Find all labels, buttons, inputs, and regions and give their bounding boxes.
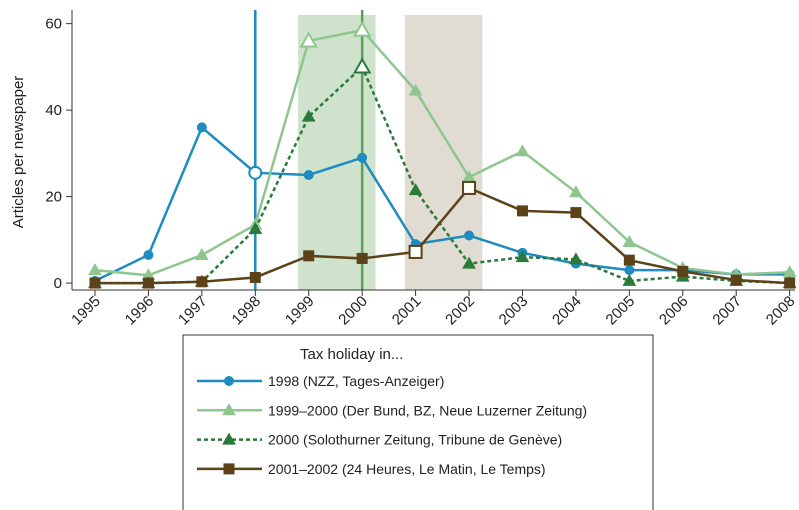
legend-label: 2000 (Solothurner Zeitung, Tribune de Ge… bbox=[268, 432, 562, 448]
legend-swatch-marker bbox=[223, 463, 235, 475]
x-tick-label: 1999 bbox=[282, 293, 318, 329]
data-point bbox=[462, 180, 477, 195]
data-point bbox=[730, 274, 742, 286]
data-point bbox=[622, 234, 637, 248]
x-tick-label: 2000 bbox=[335, 293, 371, 329]
data-point bbox=[248, 165, 263, 180]
y-tick-label: 20 bbox=[45, 189, 62, 206]
y-tick-label: 40 bbox=[45, 102, 62, 119]
x-tick-label: 2007 bbox=[709, 293, 745, 329]
data-point bbox=[677, 265, 689, 277]
data-point bbox=[622, 273, 637, 286]
series-line bbox=[94, 64, 790, 285]
data-point bbox=[623, 254, 635, 266]
data-point bbox=[299, 31, 318, 48]
x-tick-label: 1996 bbox=[122, 293, 158, 329]
data-point bbox=[570, 207, 582, 219]
legend-swatch-marker bbox=[224, 376, 234, 386]
data-point bbox=[515, 250, 530, 263]
data-point bbox=[408, 183, 423, 196]
legend-label: 1998 (NZZ, Tages-Anzeiger) bbox=[268, 373, 444, 389]
x-tick-label: 1995 bbox=[68, 293, 104, 329]
x-tick-label: 2005 bbox=[603, 293, 639, 329]
y-axis-label: Articles per newspaper bbox=[10, 76, 27, 229]
data-point bbox=[143, 249, 154, 260]
data-point bbox=[357, 152, 368, 163]
y-tick-label: 0 bbox=[54, 275, 62, 292]
x-tick-label: 2004 bbox=[549, 293, 585, 329]
data-point bbox=[515, 144, 530, 157]
data-point bbox=[88, 263, 102, 276]
data-point bbox=[352, 20, 372, 37]
data-point bbox=[142, 277, 154, 289]
x-tick-label: 2006 bbox=[656, 293, 692, 329]
data-point bbox=[356, 252, 368, 264]
x-tick-label: 2003 bbox=[496, 293, 532, 329]
data-point bbox=[301, 109, 316, 122]
series-line bbox=[94, 186, 790, 285]
data-point bbox=[352, 57, 372, 74]
data-point bbox=[303, 250, 315, 262]
legend-title: Tax holiday in... bbox=[300, 346, 403, 363]
data-point bbox=[303, 169, 314, 180]
data-point bbox=[196, 122, 207, 133]
x-tick-label: 2002 bbox=[442, 293, 478, 329]
legend-swatch-marker bbox=[222, 403, 236, 416]
x-tick-label: 2001 bbox=[389, 293, 425, 329]
x-tick-label: 2008 bbox=[763, 293, 799, 329]
data-point bbox=[249, 271, 261, 283]
series-line bbox=[94, 28, 790, 277]
data-point bbox=[196, 276, 208, 288]
data-point bbox=[569, 252, 583, 265]
data-point bbox=[248, 222, 263, 235]
data-point bbox=[569, 185, 583, 198]
y-tick-label: 60 bbox=[45, 16, 62, 33]
data-point bbox=[624, 265, 635, 276]
legend-swatch-marker bbox=[222, 432, 236, 445]
data-point bbox=[784, 277, 796, 289]
highlight-band bbox=[298, 15, 376, 290]
legend-box bbox=[182, 334, 654, 510]
data-point bbox=[464, 230, 475, 241]
legend-label: 1999–2000 (Der Bund, BZ, Neue Luzerner Z… bbox=[268, 402, 587, 418]
legend-label: 2001–2002 (24 Heures, Le Matin, Le Temps… bbox=[268, 461, 546, 477]
data-point bbox=[408, 244, 423, 259]
data-point bbox=[89, 277, 101, 289]
data-point bbox=[408, 83, 423, 96]
x-tick-label: 1997 bbox=[175, 293, 211, 329]
data-point bbox=[194, 247, 209, 260]
data-point bbox=[516, 205, 528, 217]
x-tick-label: 1998 bbox=[228, 293, 264, 329]
data-point bbox=[462, 256, 476, 269]
